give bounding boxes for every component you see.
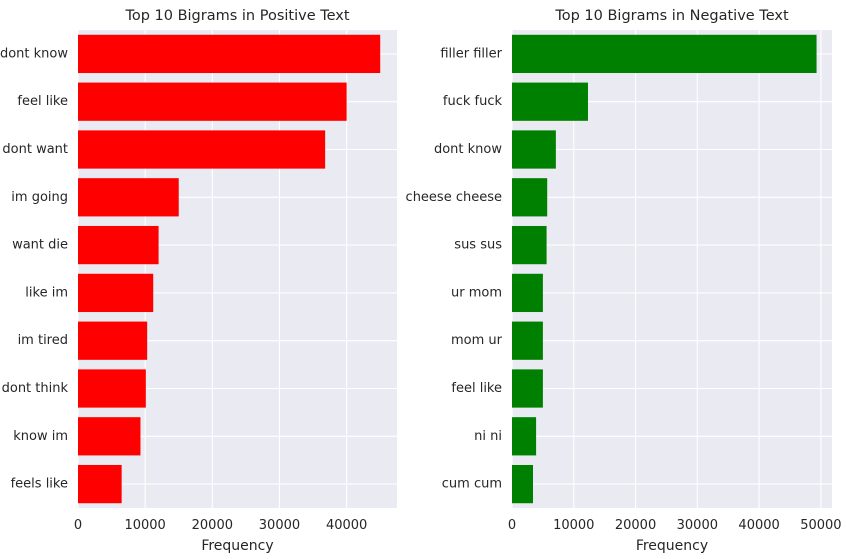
y-tick-label: filler filler	[440, 46, 502, 61]
y-tick-label: ur mom	[451, 285, 502, 300]
x-axis-label: Frequency	[201, 538, 273, 554]
y-tick-label: im tired	[18, 333, 68, 348]
bar-dont-want	[78, 130, 326, 169]
y-tick-label: like im	[25, 285, 68, 300]
chart-title: Top 10 Bigrams in Positive Text	[124, 8, 349, 24]
bar-filler-filler	[512, 34, 817, 74]
x-tick-label: 10000	[553, 518, 594, 533]
bar-im-going	[78, 178, 179, 217]
x-tick-label: 40000	[326, 518, 367, 533]
y-tick-label: want die	[12, 238, 68, 253]
bar-dont-know	[78, 34, 381, 74]
chart-title: Top 10 Bigrams in Negative Text	[554, 8, 789, 24]
y-tick-label: feels like	[11, 477, 68, 492]
bar-dont-think	[78, 369, 146, 408]
y-tick-label: dont want	[2, 142, 68, 157]
y-tick-label: sus sus	[454, 238, 502, 253]
bar-like-im	[78, 273, 154, 313]
y-tick-label: know im	[13, 429, 68, 444]
y-tick-label: fuck fuck	[443, 94, 503, 109]
bar-want-die	[78, 225, 159, 265]
bar-cum-cum	[512, 464, 534, 504]
x-tick-label: 50000	[800, 518, 841, 533]
y-tick-label: dont know	[0, 46, 68, 61]
bar-sus-sus	[512, 225, 547, 265]
x-axis-label: Frequency	[636, 538, 708, 554]
y-tick-label: cheese cheese	[406, 190, 502, 205]
bar-feel-like	[78, 82, 347, 121]
y-tick-label: ni ni	[474, 429, 502, 444]
bar-ni-ni	[512, 417, 537, 456]
y-tick-label: dont think	[2, 381, 69, 396]
x-tick-label: 20000	[615, 518, 656, 533]
bar-mom-ur	[512, 321, 543, 360]
bar-feel-like	[512, 369, 543, 408]
bar-im-tired	[78, 321, 148, 360]
x-tick-label: 30000	[259, 518, 300, 533]
bar-cheese-cheese	[512, 178, 548, 217]
x-tick-label: 0	[74, 518, 82, 533]
x-tick-label: 20000	[192, 518, 233, 533]
y-tick-label: feel like	[17, 94, 68, 109]
chart-panel-1: dont know feel like dont want im going want …	[0, 8, 397, 554]
y-tick-label: dont know	[434, 142, 502, 157]
y-tick-label: mom ur	[451, 333, 503, 348]
y-tick-label: im going	[11, 190, 68, 205]
x-tick-label: 0	[508, 518, 516, 533]
y-tick-label: cum cum	[442, 477, 502, 492]
x-tick-label: 40000	[738, 518, 779, 533]
x-tick-label: 10000	[124, 518, 165, 533]
chart-panel-2: filler filler fuck fuck dont know cheese ch…	[406, 8, 842, 554]
bar-fuck-fuck	[512, 82, 588, 121]
bar-dont-know	[512, 130, 556, 169]
bar-ur-mom	[512, 273, 543, 313]
x-tick-label: 30000	[677, 518, 718, 533]
bar-know-im	[78, 417, 141, 456]
bar-feels-like	[78, 464, 122, 504]
y-tick-label: feel like	[451, 381, 502, 396]
